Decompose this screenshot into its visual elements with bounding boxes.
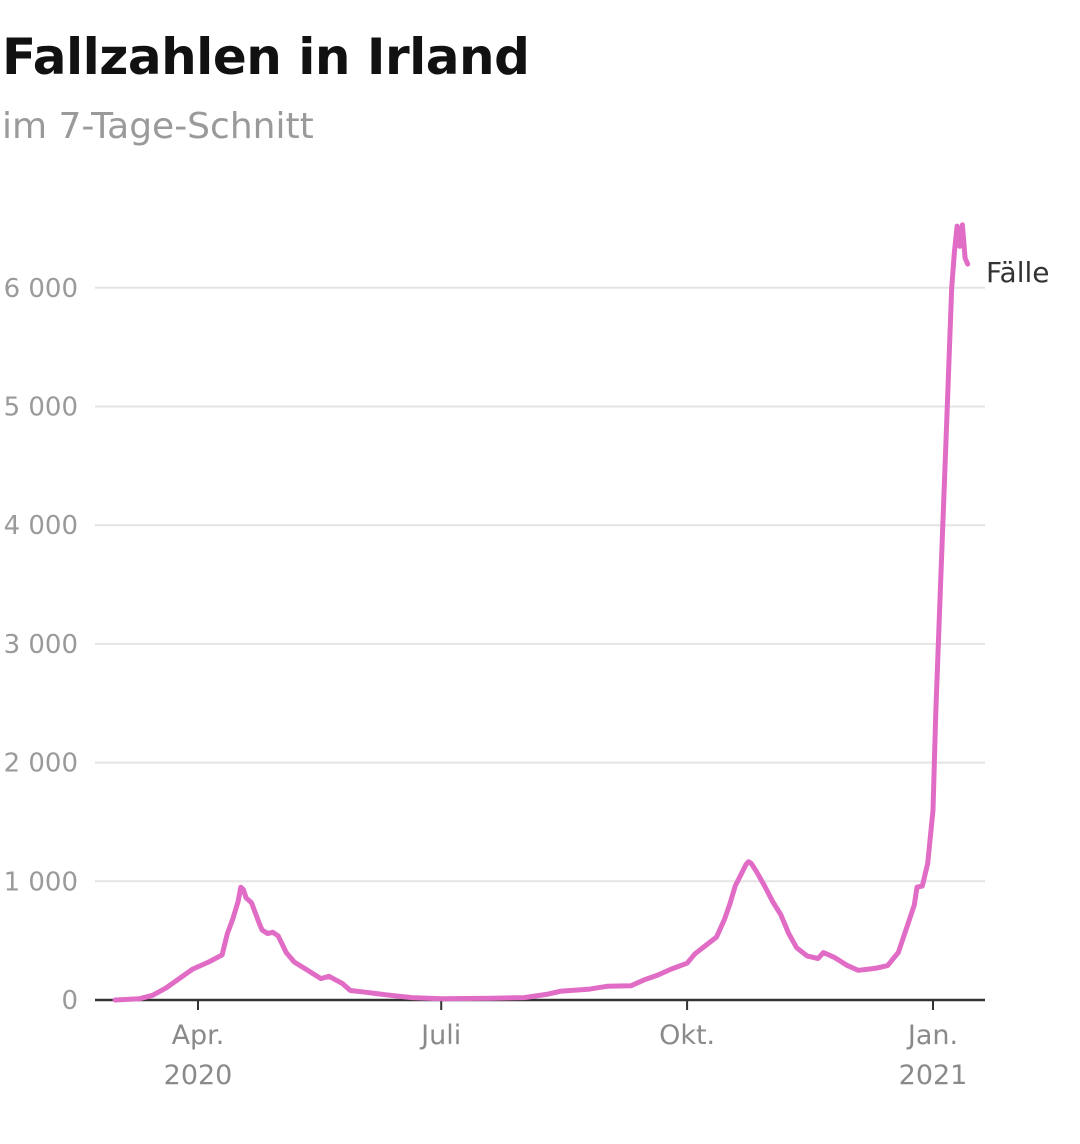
chart-title: Fallzahlen in Irland	[2, 28, 530, 86]
y-tick-label: 5 000	[4, 393, 78, 423]
series-line-faelle	[112, 222, 971, 1003]
x-tick-label: Okt.	[659, 1020, 715, 1051]
x-tick-sublabel: 2021	[899, 1060, 968, 1091]
y-tick-label: 6 000	[4, 274, 78, 304]
x-tick-sublabel: 2020	[164, 1060, 233, 1091]
chart-subtitle: im 7-Tage-Schnitt	[2, 106, 314, 147]
y-tick-label: 3 000	[4, 630, 78, 660]
gridlines	[95, 286, 985, 883]
series-label: Fälle	[986, 256, 1049, 289]
x-tick-label: Apr.	[172, 1020, 225, 1051]
y-tick-label: 1 000	[4, 867, 78, 897]
x-tick-label: Juli	[419, 1020, 461, 1051]
x-tick-label: Jan.	[906, 1020, 958, 1051]
y-axis: 0 1 000 2 000 3 000 4 000 5 000 6 000	[4, 274, 985, 1016]
y-tick-label: 0	[61, 986, 78, 1016]
y-tick-label: 2 000	[4, 749, 78, 779]
series-layer: Fälle	[112, 222, 1049, 1003]
x-axis: Apr. 2020 Juli Okt. Jan. 2021	[164, 1000, 968, 1091]
y-tick-label: 4 000	[4, 511, 78, 541]
